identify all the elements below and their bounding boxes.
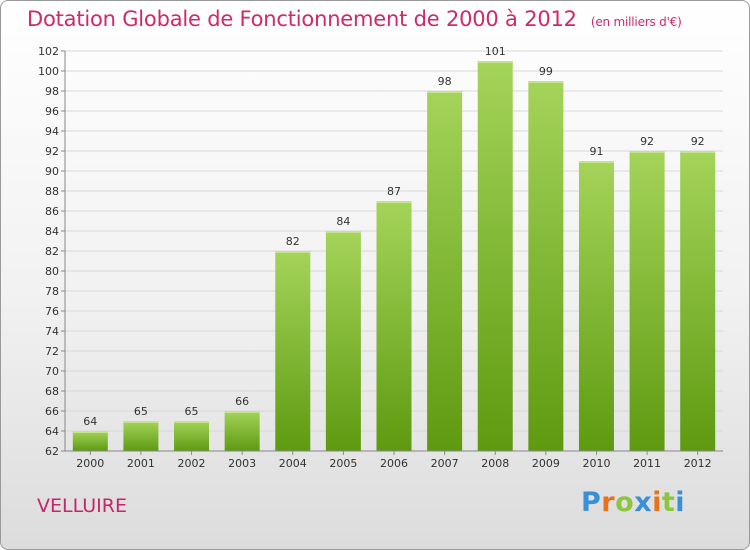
logo-letter: i xyxy=(675,487,686,518)
chart-unit: (en milliers d'€) xyxy=(590,15,682,29)
bar xyxy=(325,231,361,451)
y-tick-label: 96 xyxy=(45,105,59,118)
bar xyxy=(427,91,463,451)
y-tick-label: 98 xyxy=(45,85,59,98)
x-tick-label: 2004 xyxy=(279,457,307,470)
y-axis: 62 64 66 68 70 72 74 76 78 80 82 84 86 88 90 92 94 96 98 10… xyxy=(38,45,66,458)
x-axis: 2000 2001 2002 2003 2004 2005 2006 2007 2008 2009… xyxy=(65,450,723,470)
bar-highlight xyxy=(72,431,108,433)
bar xyxy=(174,421,210,451)
bar-highlight xyxy=(477,61,513,63)
x-tick-label: 2006 xyxy=(380,457,408,470)
x-tick-label: 2012 xyxy=(684,457,712,470)
bar-highlight xyxy=(680,151,716,153)
x-tick-label: 2003 xyxy=(228,457,256,470)
bar-chart: 62 64 66 68 70 72 74 76 78 80 82 84 86 88 90 92 94 96 98 10… xyxy=(38,45,723,470)
y-tick-label: 64 xyxy=(45,425,59,438)
logo-letter: x xyxy=(634,487,653,518)
data-label: 98 xyxy=(438,75,452,88)
bar-highlight xyxy=(224,411,260,413)
y-tick-label: 78 xyxy=(45,285,59,298)
logo-letter: o xyxy=(615,487,635,518)
x-tick-label: 2001 xyxy=(127,457,155,470)
bar-highlight xyxy=(376,201,412,203)
data-label: 91 xyxy=(589,145,603,158)
bar xyxy=(578,161,614,451)
y-tick-label: 66 xyxy=(45,405,59,418)
bar xyxy=(629,151,665,451)
bar xyxy=(680,151,716,451)
place-name: VELLUIRE xyxy=(37,495,127,517)
data-label: 66 xyxy=(235,395,249,408)
data-label: 82 xyxy=(286,235,300,248)
bar xyxy=(123,421,159,451)
logo-letter: t xyxy=(661,487,676,518)
data-label: 92 xyxy=(691,135,705,148)
bar xyxy=(528,81,564,451)
y-tick-label: 72 xyxy=(45,345,59,358)
bars: 64 65 65 66 82 84 87 98 101 99 91 92 92 xyxy=(72,45,716,451)
bar xyxy=(477,61,513,451)
bar-highlight xyxy=(123,421,159,423)
logo-letter: P xyxy=(581,487,602,518)
y-tick-label: 68 xyxy=(45,385,59,398)
y-tick-label: 84 xyxy=(45,225,59,238)
bar xyxy=(376,201,412,451)
x-tick-label: 2009 xyxy=(532,457,560,470)
data-label: 87 xyxy=(387,185,401,198)
bar-highlight xyxy=(578,161,614,163)
x-tick-label: 2000 xyxy=(76,457,104,470)
proxiti-logo[interactable]: Proxiti xyxy=(581,487,685,518)
data-label: 65 xyxy=(185,405,199,418)
y-tick-label: 70 xyxy=(45,365,59,378)
y-tick-label: 86 xyxy=(45,205,59,218)
y-tick-label: 92 xyxy=(45,145,59,158)
x-tick-label: 2008 xyxy=(481,457,509,470)
bar-highlight xyxy=(275,251,311,253)
x-tick-label: 2010 xyxy=(582,457,610,470)
data-label: 65 xyxy=(134,405,148,418)
bar-highlight xyxy=(629,151,665,153)
data-label: 92 xyxy=(640,135,654,148)
data-label: 99 xyxy=(539,65,553,78)
logo-letter: i xyxy=(652,487,662,518)
y-tick-label: 94 xyxy=(45,125,59,138)
y-tick-label: 102 xyxy=(38,45,59,58)
y-tick-label: 76 xyxy=(45,305,59,318)
chart-title-text: Dotation Globale de Fonctionnement de 20… xyxy=(27,7,577,31)
y-tick-label: 82 xyxy=(45,245,59,258)
bar-highlight xyxy=(427,91,463,93)
bar-highlight xyxy=(325,231,361,233)
bar xyxy=(275,251,311,451)
y-tick-label: 90 xyxy=(45,165,59,178)
y-tick-label: 88 xyxy=(45,185,59,198)
data-label: 84 xyxy=(336,215,350,228)
bar xyxy=(224,411,260,451)
x-tick-label: 2007 xyxy=(431,457,459,470)
chart-title: Dotation Globale de Fonctionnement de 20… xyxy=(27,7,682,31)
y-tick-label: 100 xyxy=(38,65,59,78)
logo-letter: r xyxy=(601,487,616,518)
y-tick-label: 74 xyxy=(45,325,59,338)
bar-highlight xyxy=(174,421,210,423)
y-tick-label: 80 xyxy=(45,265,59,278)
y-tick-label: 62 xyxy=(45,445,59,458)
x-tick-label: 2005 xyxy=(329,457,357,470)
x-tick-label: 2002 xyxy=(178,457,206,470)
bar-highlight xyxy=(528,81,564,83)
data-label: 101 xyxy=(485,45,506,58)
bar xyxy=(72,431,108,451)
x-tick-label: 2011 xyxy=(633,457,661,470)
data-label: 64 xyxy=(83,415,97,428)
